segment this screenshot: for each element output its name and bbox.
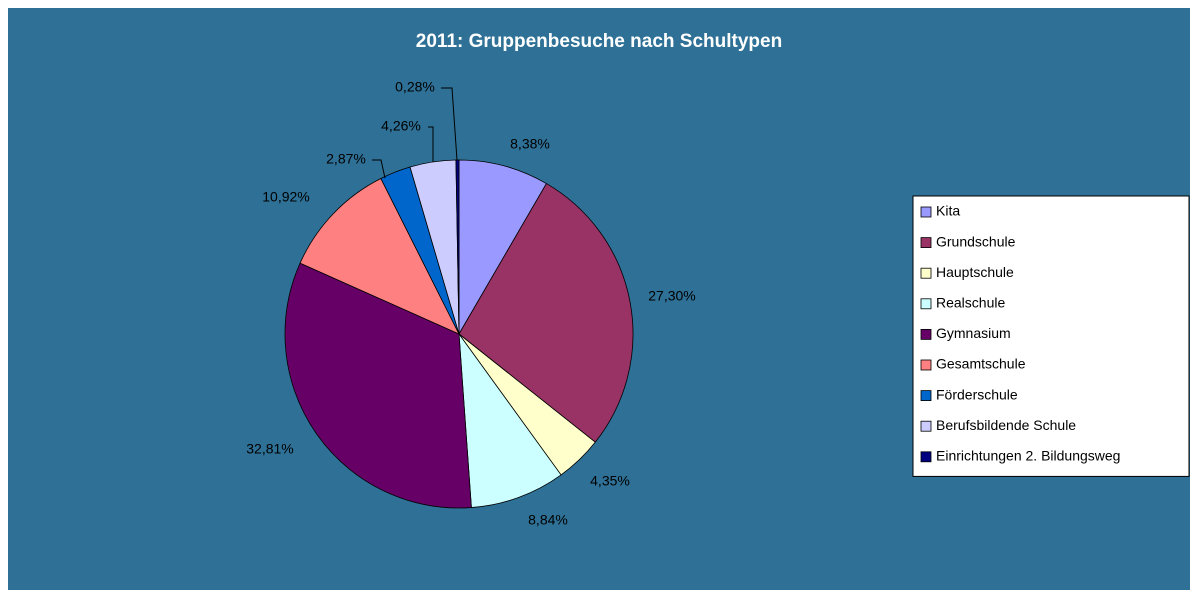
- data-label: 4,35%: [590, 473, 630, 489]
- legend-label: Einrichtungen 2. Bildungsweg: [936, 448, 1120, 464]
- legend-swatch: [920, 328, 932, 340]
- leader-line: [428, 126, 434, 162]
- pie-slice: [458, 332, 562, 508]
- legend-label: Gymnasium: [936, 325, 1011, 341]
- data-label: 10,92%: [262, 189, 309, 205]
- legend-swatch: [920, 420, 932, 432]
- data-label: 27,30%: [648, 288, 695, 304]
- pie-slice: [455, 159, 460, 335]
- legend-swatch: [920, 390, 932, 402]
- pie-slice: [299, 177, 460, 335]
- legend-label: Förderschule: [936, 386, 1018, 402]
- data-label: 32,81%: [246, 441, 293, 457]
- legend-swatch: [920, 206, 932, 218]
- pie-slice: [284, 262, 472, 509]
- legend-label: Berufsbildende Schule: [936, 417, 1076, 433]
- pie-slice: [458, 183, 634, 443]
- leader-line: [441, 87, 458, 161]
- legend-swatch: [920, 267, 932, 279]
- leader-line: [372, 159, 386, 179]
- legend-label: Gesamtschule: [936, 356, 1026, 372]
- legend-swatch: [920, 451, 932, 463]
- legend-box: [912, 195, 1190, 477]
- legend-label: Hauptschule: [936, 264, 1014, 280]
- pie-slice: [458, 159, 547, 336]
- chart-title: 2011: Gruppenbesuche nach Schultypen: [416, 31, 782, 52]
- legend-swatch: [920, 359, 932, 371]
- data-label: 0,28%: [395, 79, 435, 95]
- legend-label: Grundschule: [936, 233, 1016, 249]
- data-label: 8,38%: [510, 136, 550, 152]
- legend-swatch: [920, 298, 932, 310]
- data-label: 2,87%: [326, 151, 366, 167]
- data-label: 4,26%: [381, 118, 421, 134]
- data-label: 8,84%: [528, 512, 568, 528]
- legend-label: Realschule: [936, 295, 1005, 311]
- legend-swatch: [920, 237, 932, 249]
- legend-label: Kita: [936, 203, 960, 219]
